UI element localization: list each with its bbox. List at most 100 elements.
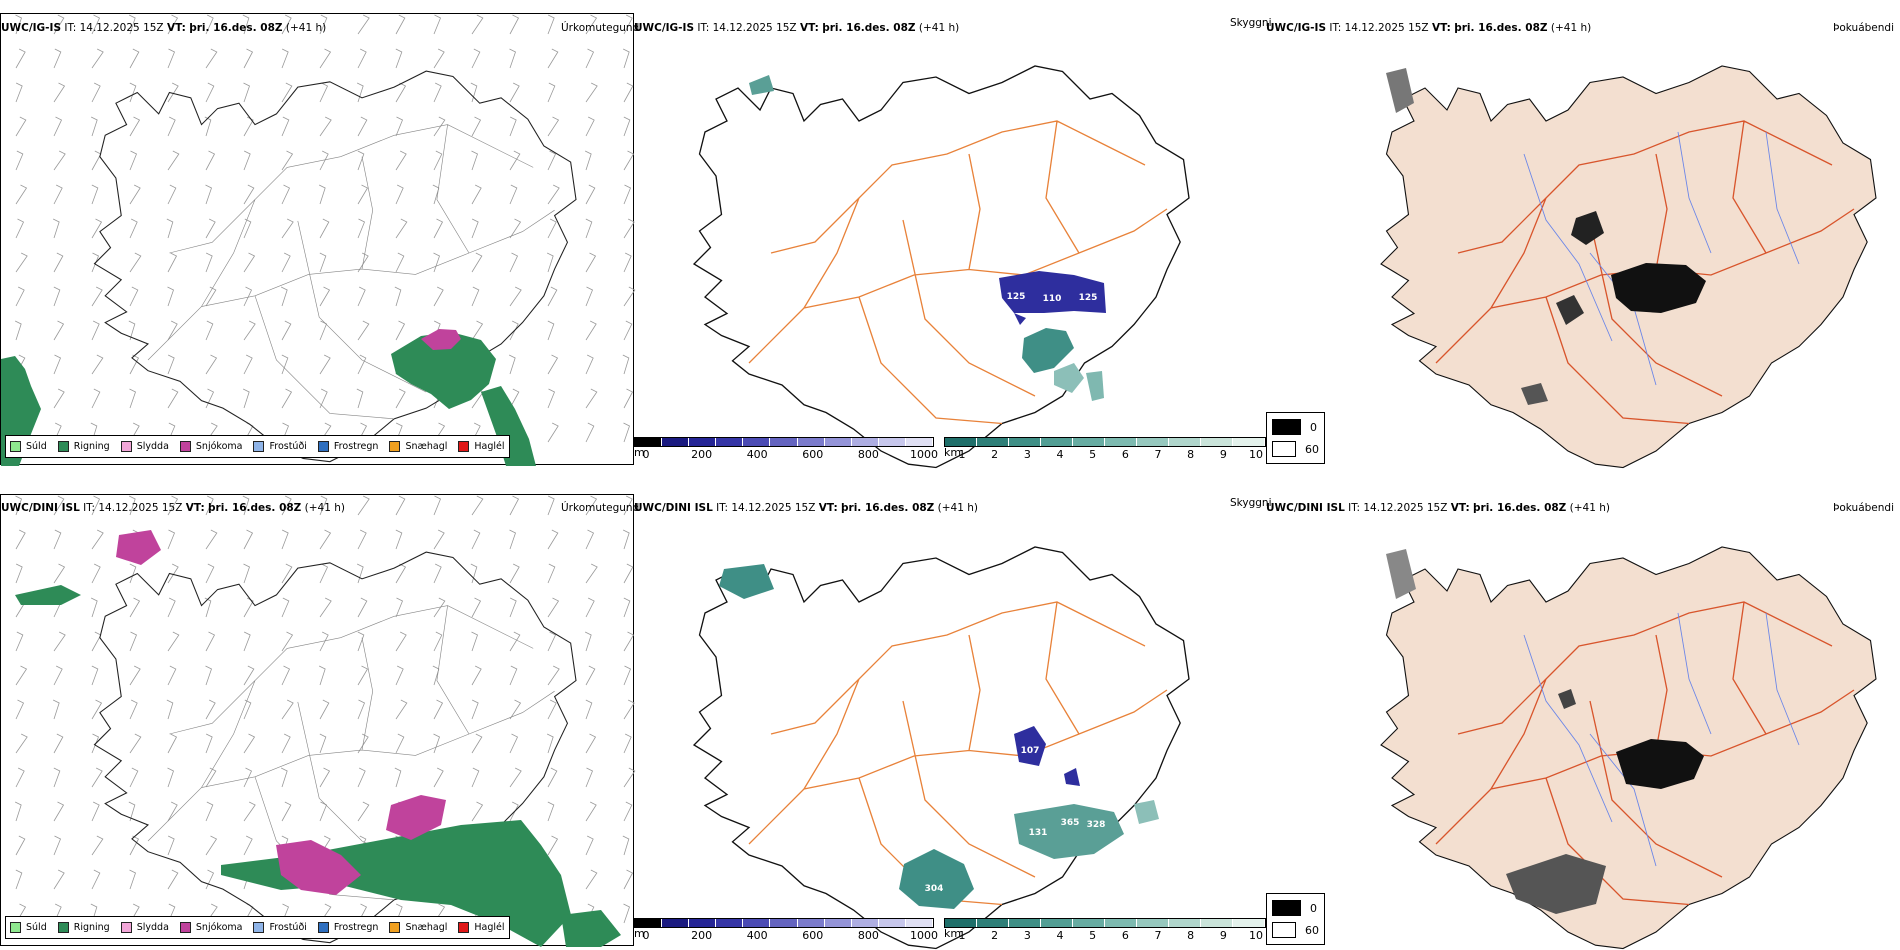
wind-barb xyxy=(129,767,139,788)
wind-barb xyxy=(547,388,556,409)
colorbar-step xyxy=(1041,438,1073,446)
legend-item: Rigning xyxy=(57,441,110,452)
colorbar-step xyxy=(824,919,852,927)
wind-barb xyxy=(166,218,174,239)
wind-barb xyxy=(547,82,556,103)
wind-barb xyxy=(433,529,445,550)
visibility-area xyxy=(719,564,1159,909)
legend-item: Rigning xyxy=(57,922,110,933)
wind-barb xyxy=(53,354,62,375)
ceiling-colorbar-gradient xyxy=(634,437,934,447)
road-network xyxy=(748,601,1168,906)
wind-barb xyxy=(129,869,136,890)
wind-barb xyxy=(91,529,104,550)
wind-barb xyxy=(395,388,406,409)
road-network xyxy=(748,120,1168,425)
wind-barb xyxy=(623,116,631,137)
wind-barb xyxy=(433,218,444,239)
wind-barb xyxy=(243,48,254,69)
legend-item: Snæhagl xyxy=(389,441,447,452)
wind-barb xyxy=(319,495,328,516)
colorbar-step xyxy=(689,919,717,927)
wind-barb xyxy=(167,184,177,205)
wind-barb xyxy=(167,563,179,584)
wind-barb xyxy=(433,699,444,720)
wind-barb xyxy=(167,869,179,890)
legend-swatch xyxy=(253,922,265,933)
legend-item: Frostregn xyxy=(317,441,378,452)
wind-barb xyxy=(546,252,554,273)
wind-barb xyxy=(357,597,368,618)
precip-area-snow xyxy=(421,329,461,350)
wind-barb xyxy=(205,14,214,35)
legend-label: Rigning xyxy=(73,441,110,452)
wind-barb xyxy=(15,218,25,239)
colorbar-step xyxy=(1041,919,1073,927)
wind-barb xyxy=(52,699,60,720)
wind-barb xyxy=(53,767,61,788)
wind-barb xyxy=(91,665,99,686)
fog-map-top xyxy=(1380,65,1877,469)
visibility-colorbar-bottom: 1 2 3 4 5 6 7 8 9 10 km xyxy=(944,918,1266,942)
wind-barb xyxy=(319,218,330,239)
wind-barb xyxy=(585,835,594,856)
wind-barb xyxy=(395,218,408,239)
iceland-outline xyxy=(692,546,1190,950)
wind-barb xyxy=(53,665,63,686)
visibility-panel-title-bottom: UWC/DINI ISL IT: 14.12.2025 15Z VT: þri.… xyxy=(634,502,978,514)
wind-barb xyxy=(357,184,369,205)
wind-barb xyxy=(585,422,595,443)
wind-barb xyxy=(281,252,291,273)
wind-barb xyxy=(319,699,330,720)
wind-barb xyxy=(15,116,27,137)
wind-barb xyxy=(91,835,104,856)
wind-barb xyxy=(128,320,136,341)
ceiling-colorbar-top: 0 200 400 600 800 1000 m xyxy=(634,437,939,461)
wind-barb xyxy=(319,388,328,409)
ceiling-label: 125 xyxy=(1079,293,1098,303)
wind-barb xyxy=(547,48,559,69)
wind-barb xyxy=(242,495,250,516)
wind-barb xyxy=(319,529,332,550)
wind-barb xyxy=(357,529,367,550)
precip-panel-title-top: UWC/IG-IS IT: 14.12.2025 15Z VT: þri. 16… xyxy=(1,22,327,34)
ceiling-colorbar-ticks: 0 200 400 600 800 1000 xyxy=(634,447,939,461)
wind-barb xyxy=(15,563,23,584)
legend-item: Slydda xyxy=(120,441,169,452)
wind-barb xyxy=(319,563,329,584)
wind-barb xyxy=(205,801,214,822)
precip-type-label-top: Úrkomutegund xyxy=(561,22,640,34)
legend-swatch xyxy=(253,441,265,452)
legend-swatch xyxy=(10,922,21,933)
wind-barb xyxy=(395,529,403,550)
wind-barb xyxy=(167,665,177,686)
wind-barb xyxy=(509,801,519,822)
wind-barb xyxy=(281,631,294,652)
wind-barb xyxy=(167,388,179,409)
wind-barb xyxy=(243,150,251,171)
ceiling-label: 107 xyxy=(1021,746,1040,756)
colorbar-tick: 1000 xyxy=(910,929,938,942)
colorbar-step xyxy=(1073,919,1105,927)
wind-barb xyxy=(471,218,479,239)
wind-barb xyxy=(129,665,141,686)
wind-barb xyxy=(585,801,597,822)
legend-label: Frostúði xyxy=(269,441,307,452)
wind-barb xyxy=(15,699,25,720)
wind-barb xyxy=(243,82,250,103)
iceland-land xyxy=(1380,65,1877,469)
wind-barb xyxy=(471,150,478,171)
wind-barb xyxy=(585,597,595,618)
wind-barb xyxy=(243,286,253,307)
wind-barb xyxy=(623,286,636,307)
legend-item: Snæhagl xyxy=(389,922,447,933)
wind-barb xyxy=(91,320,100,341)
wind-barb xyxy=(471,48,481,69)
wind-barb xyxy=(167,801,178,822)
wind-barb xyxy=(433,150,443,171)
wind-barb xyxy=(585,82,598,103)
wind-barb xyxy=(15,14,22,35)
wind-barb xyxy=(471,184,482,205)
ceiling-area xyxy=(999,271,1106,325)
colorbar-step xyxy=(1009,919,1041,927)
